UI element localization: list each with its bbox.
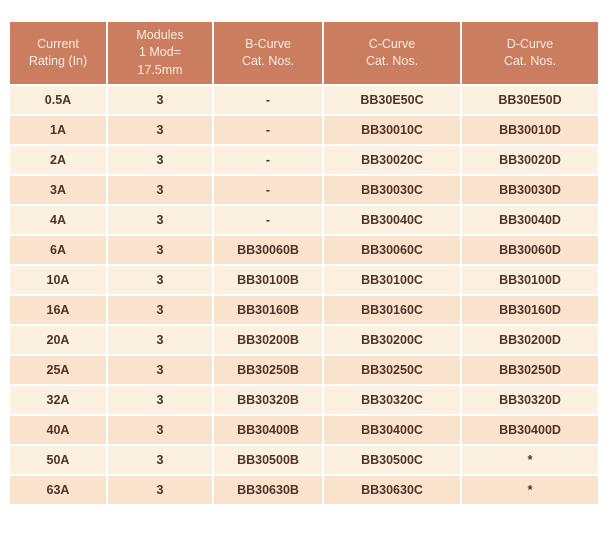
table-cell: * xyxy=(462,446,598,474)
table-cell: BB30200D xyxy=(462,326,598,354)
table-row: 40A 3 BB30400B BB30400C BB30400D xyxy=(10,416,598,444)
table-cell: 32A xyxy=(10,386,106,414)
table-cell: 3 xyxy=(108,446,212,474)
table-cell: BB30630B xyxy=(214,476,322,504)
table-cell: 3 xyxy=(108,146,212,174)
table-cell: BB30030D xyxy=(462,176,598,204)
table-cell: BB30060D xyxy=(462,236,598,264)
table-cell: 3 xyxy=(108,386,212,414)
table-cell: BB30040C xyxy=(324,206,460,234)
table-cell: BB30E50C xyxy=(324,86,460,114)
table-cell: BB30060C xyxy=(324,236,460,264)
table-cell: BB30010D xyxy=(462,116,598,144)
table-cell: 40A xyxy=(10,416,106,444)
table-cell: 6A xyxy=(10,236,106,264)
table-cell: - xyxy=(214,206,322,234)
table-cell: 3 xyxy=(108,296,212,324)
table-cell: BB30400B xyxy=(214,416,322,444)
table-cell: BB30500C xyxy=(324,446,460,474)
column-header: D-Curve Cat. Nos. xyxy=(462,22,598,84)
table-cell: 2A xyxy=(10,146,106,174)
table-cell: BB30100C xyxy=(324,266,460,294)
table-cell: 0.5A xyxy=(10,86,106,114)
table-row: 25A 3 BB30250B BB30250C BB30250D xyxy=(10,356,598,384)
table-row: 4A 3- BB30040C BB30040D xyxy=(10,206,598,234)
table-cell: 3 xyxy=(108,206,212,234)
table-cell: BB30010C xyxy=(324,116,460,144)
table-row: 0.5A 3- BB30E50C BB30E50D xyxy=(10,86,598,114)
table-row: 16A 3 BB30160B BB30160C BB30160D xyxy=(10,296,598,324)
table-cell: BB30020C xyxy=(324,146,460,174)
table-cell: - xyxy=(214,116,322,144)
table-cell: 3 xyxy=(108,86,212,114)
table-cell: BB30200C xyxy=(324,326,460,354)
table-cell: 3 xyxy=(108,176,212,204)
table-cell: BB30020D xyxy=(462,146,598,174)
table-cell: BB30630C xyxy=(324,476,460,504)
table-cell: BB30320C xyxy=(324,386,460,414)
table-cell: BB30100B xyxy=(214,266,322,294)
table-cell: 3 xyxy=(108,416,212,444)
table-cell: 3 xyxy=(108,116,212,144)
table-cell: 1A xyxy=(10,116,106,144)
table-cell: 3 xyxy=(108,266,212,294)
table-cell: BB30400D xyxy=(462,416,598,444)
table-row: 2A 3- BB30020C BB30020D xyxy=(10,146,598,174)
column-header: B-Curve Cat. Nos. xyxy=(214,22,322,84)
table-cell: 3A xyxy=(10,176,106,204)
table-cell: 63A xyxy=(10,476,106,504)
table-cell: BB30030C xyxy=(324,176,460,204)
table-row: 1A 3- BB30010C BB30010D xyxy=(10,116,598,144)
table-cell: 3 xyxy=(108,476,212,504)
table-cell: 16A xyxy=(10,296,106,324)
table-cell: BB30160C xyxy=(324,296,460,324)
table-row: 63A 3 BB30630B BB30630C * xyxy=(10,476,598,504)
table-row: 32A 3 BB30320B BB30320C BB30320D xyxy=(10,386,598,414)
table-cell: BB30320D xyxy=(462,386,598,414)
column-header: Modules 1 Mod= 17.5mm xyxy=(108,22,212,84)
table-row: 50A 3 BB30500B BB30500C * xyxy=(10,446,598,474)
column-header: Current Rating (In) xyxy=(10,22,106,84)
table-cell: BB30E50D xyxy=(462,86,598,114)
table-cell: BB30250B xyxy=(214,356,322,384)
table-body: 0.5A 3- BB30E50C BB30E50D 1A 3- BB30010C BB3001… xyxy=(10,86,598,504)
table-cell: BB30160D xyxy=(462,296,598,324)
table-cell: 50A xyxy=(10,446,106,474)
table-cell: 4A xyxy=(10,206,106,234)
table-cell: BB30250D xyxy=(462,356,598,384)
table-cell: BB30400C xyxy=(324,416,460,444)
table-cell: BB30060B xyxy=(214,236,322,264)
column-header: C-Curve Cat. Nos. xyxy=(324,22,460,84)
table-cell: - xyxy=(214,86,322,114)
table-header: Current Rating (In) Modules 1 Mod= 17.5mm… xyxy=(10,22,598,84)
table-cell: BB30040D xyxy=(462,206,598,234)
table-cell: BB30200B xyxy=(214,326,322,354)
table-row: 10A 3 BB30100B BB30100C BB30100D xyxy=(10,266,598,294)
table-cell: 10A xyxy=(10,266,106,294)
table-cell: 25A xyxy=(10,356,106,384)
mcb-catalog-table: Current Rating (In) Modules 1 Mod= 17.5mm… xyxy=(8,20,600,506)
table-row: 20A 3 BB30200B BB30200C BB30200D xyxy=(10,326,598,354)
header-row: Current Rating (In) Modules 1 Mod= 17.5mm… xyxy=(10,22,598,84)
table-cell: - xyxy=(214,176,322,204)
table-row: 3A 3- BB30030C BB30030D xyxy=(10,176,598,204)
table-cell: * xyxy=(462,476,598,504)
table-cell: 20A xyxy=(10,326,106,354)
table-cell: 3 xyxy=(108,326,212,354)
table-cell: BB30250C xyxy=(324,356,460,384)
table-cell: - xyxy=(214,146,322,174)
table-cell: BB30500B xyxy=(214,446,322,474)
table-cell: BB30320B xyxy=(214,386,322,414)
table-cell: 3 xyxy=(108,236,212,264)
table-cell: BB30160B xyxy=(214,296,322,324)
table-cell: BB30100D xyxy=(462,266,598,294)
table-cell: 3 xyxy=(108,356,212,384)
table-row: 6A 3 BB30060B BB30060C BB30060D xyxy=(10,236,598,264)
